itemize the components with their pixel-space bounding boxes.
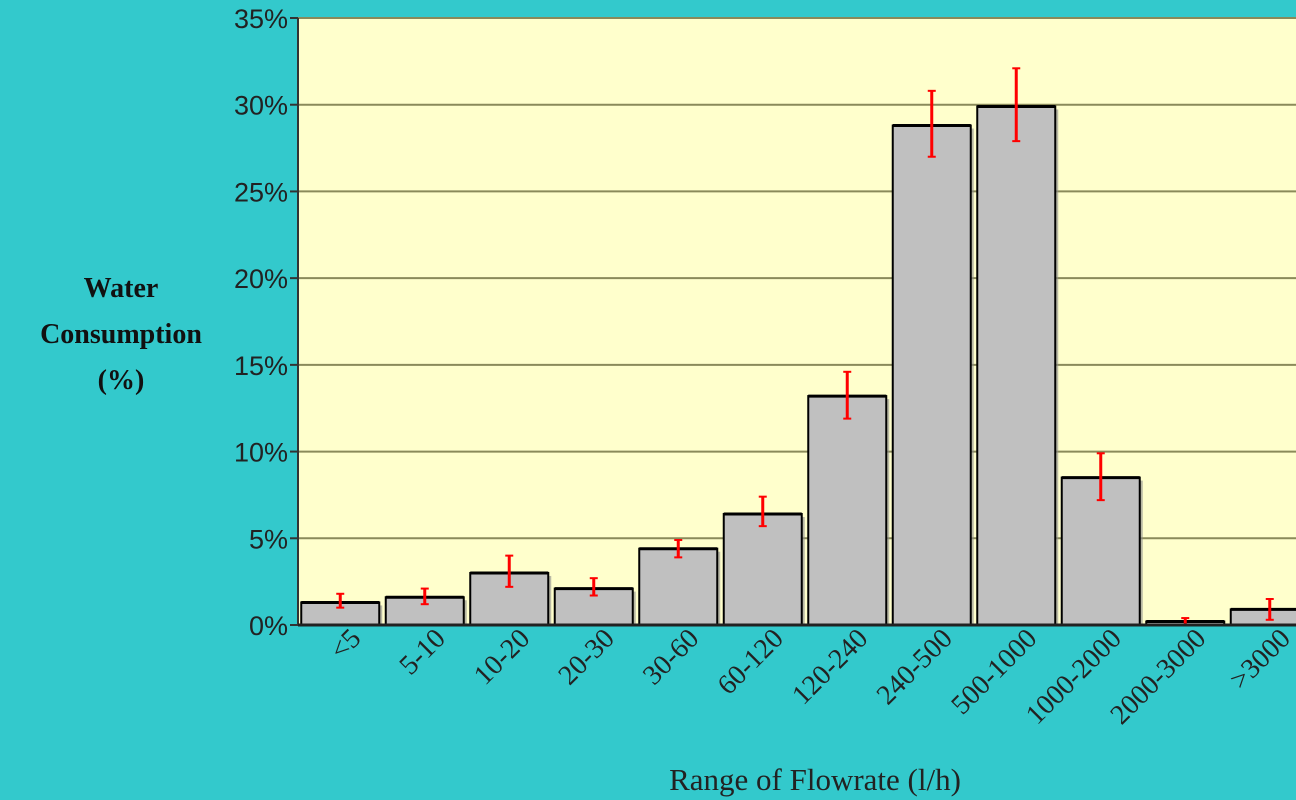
y-tick-label: 15% bbox=[234, 351, 288, 381]
y-axis-label: Water Consumption (%) bbox=[0, 266, 242, 404]
y-tick-label: 25% bbox=[234, 177, 288, 207]
error-bar bbox=[505, 554, 514, 588]
bar bbox=[807, 395, 888, 626]
error-bar bbox=[843, 370, 852, 420]
bar-group bbox=[469, 571, 552, 627]
error-bar bbox=[589, 577, 598, 597]
bar bbox=[1060, 476, 1141, 627]
error-bar bbox=[674, 539, 683, 559]
bar bbox=[638, 547, 719, 626]
error-bar bbox=[927, 89, 936, 158]
bar bbox=[891, 124, 972, 626]
y-tick-label: 20% bbox=[234, 264, 288, 294]
x-tick-label: 10-20 bbox=[468, 623, 536, 691]
bar-group bbox=[1060, 476, 1143, 627]
error-bar bbox=[1096, 452, 1105, 502]
bar-group bbox=[807, 394, 890, 626]
bar-group bbox=[891, 124, 974, 626]
y-tick-label: 35% bbox=[234, 4, 288, 34]
bar bbox=[976, 105, 1057, 627]
y-tick-label: 10% bbox=[234, 438, 288, 468]
x-tick-label: <5 bbox=[324, 623, 367, 666]
y-axis-label-line-1: Water bbox=[83, 273, 159, 304]
y-axis-label-line-3: (%) bbox=[97, 365, 145, 396]
x-tick-label: 30-60 bbox=[637, 623, 705, 691]
x-tick-label: >3000 bbox=[1224, 623, 1296, 696]
x-tick-label: 60-120 bbox=[712, 623, 790, 701]
bar-group bbox=[1229, 607, 1296, 626]
y-tick-label: 0% bbox=[249, 611, 288, 641]
error-bar bbox=[420, 587, 429, 606]
x-tick-label: 20-30 bbox=[553, 623, 621, 691]
x-tick-label: 120-240 bbox=[786, 623, 874, 711]
bar-group bbox=[300, 600, 383, 626]
error-bar bbox=[1265, 597, 1274, 621]
bar-group bbox=[638, 547, 721, 626]
y-tick-label: 30% bbox=[234, 91, 288, 121]
error-bar bbox=[336, 592, 345, 609]
error-bar bbox=[1012, 67, 1021, 143]
bar-group bbox=[976, 104, 1059, 627]
bar bbox=[1229, 608, 1296, 626]
y-tick-label: 5% bbox=[249, 524, 288, 554]
y-axis-label-line-2: Consumption bbox=[40, 319, 202, 350]
x-axis-label: Range of Flowrate (l/h) bbox=[669, 762, 961, 797]
error-bar bbox=[758, 495, 767, 528]
x-tick-label: 5-10 bbox=[393, 623, 451, 681]
bar bbox=[722, 513, 803, 627]
bar-group bbox=[722, 512, 805, 627]
